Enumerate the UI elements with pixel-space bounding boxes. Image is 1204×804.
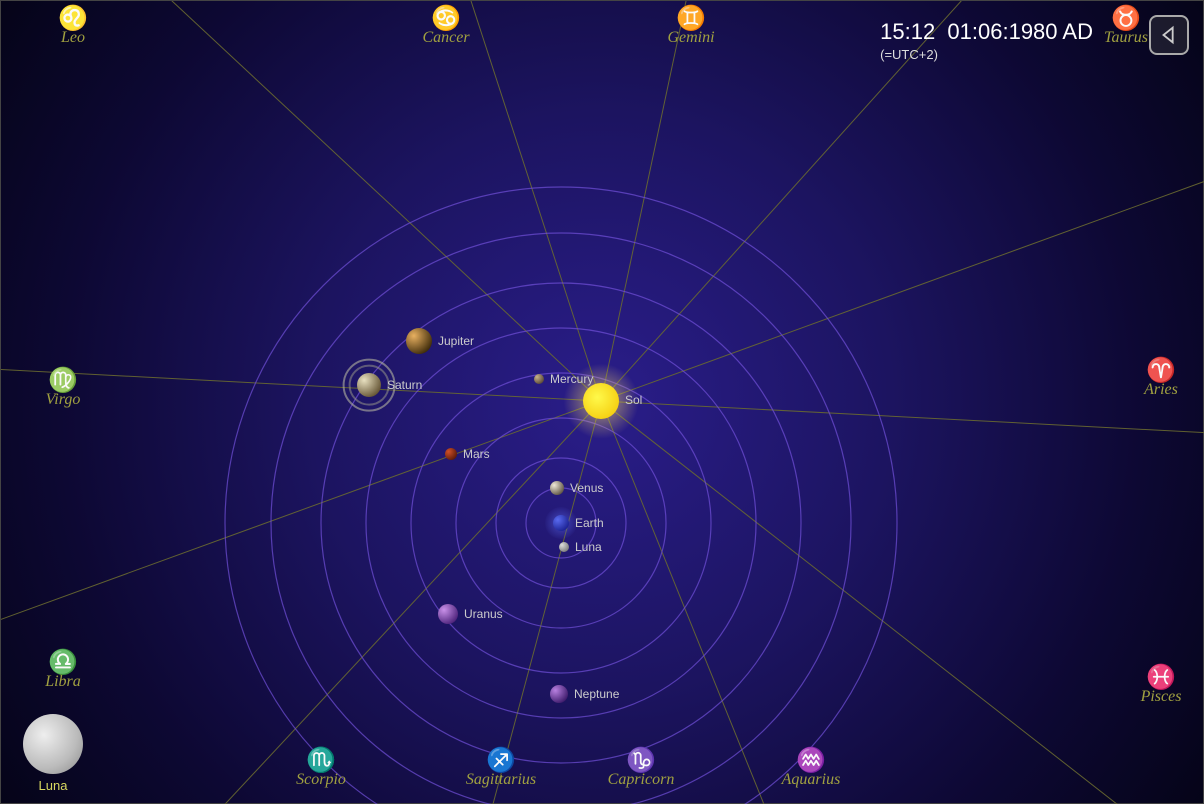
selected-body-indicator[interactable]: Luna <box>23 714 83 793</box>
planet-earth[interactable] <box>553 515 569 531</box>
planet-mercury[interactable] <box>534 374 544 384</box>
clock-text: 15:12 <box>880 19 935 44</box>
planet-neptune[interactable] <box>550 685 568 703</box>
time-display: 15:12 01:06:1980 AD (=UTC+2) <box>880 19 1093 62</box>
back-button[interactable] <box>1149 15 1189 55</box>
planet-saturn[interactable] <box>357 373 381 397</box>
back-icon <box>1158 24 1180 46</box>
timezone-text: (=UTC+2) <box>880 47 1093 62</box>
planet-venus[interactable] <box>550 481 564 495</box>
planet-mars[interactable] <box>445 448 457 460</box>
sun-body[interactable] <box>583 383 619 419</box>
planet-jupiter[interactable] <box>406 328 432 354</box>
selected-body-label: Luna <box>23 778 83 793</box>
selected-body-orb <box>23 714 83 774</box>
planet-uranus[interactable] <box>438 604 458 624</box>
date-text: 01:06:1980 AD <box>947 19 1093 44</box>
planet-luna[interactable] <box>559 542 569 552</box>
